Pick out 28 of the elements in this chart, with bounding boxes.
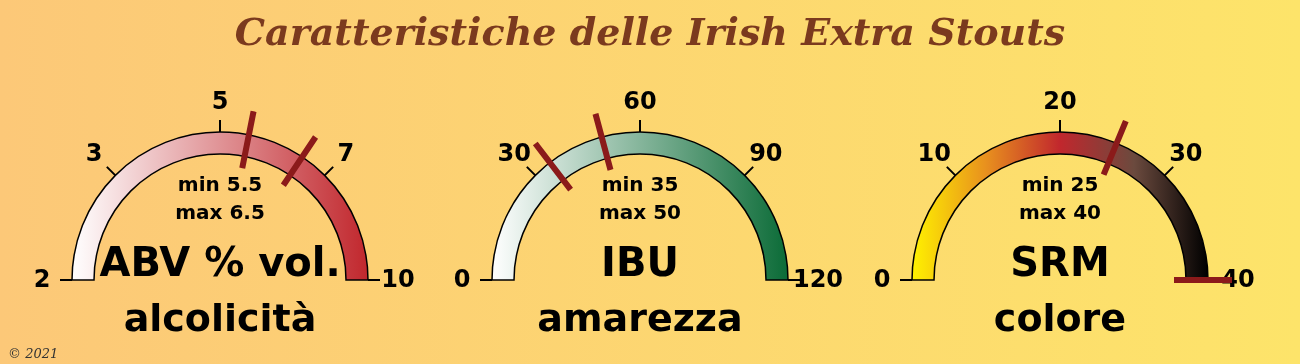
- data-label: max 40: [1018, 200, 1102, 224]
- text: 3: [85, 139, 103, 168]
- data-label: min 25: [1021, 172, 1099, 196]
- text: 7: [337, 139, 355, 168]
- text: Caratteristiche delle Irish Extra Stouts: [234, 9, 1066, 54]
- text: 0: [873, 265, 891, 293]
- data-label: max 6.5: [175, 200, 265, 224]
- text: 5: [211, 87, 229, 115]
- text: © 2021: [8, 346, 59, 361]
- text: 120: [792, 265, 844, 293]
- text: 30: [497, 139, 531, 168]
- text: 90: [749, 139, 783, 168]
- text: SRM: [1010, 239, 1110, 285]
- text: ABV % vol.: [99, 239, 341, 285]
- text: alcolicità: [123, 296, 317, 340]
- text: 10: [917, 139, 951, 168]
- text: 0: [453, 265, 471, 293]
- text: 30: [1169, 139, 1203, 168]
- data-label: min 5.5: [177, 172, 263, 196]
- text: 60: [623, 87, 657, 115]
- data-label: min 35: [601, 172, 679, 196]
- text: amarezza: [537, 296, 743, 340]
- text: colore: [993, 296, 1127, 340]
- text: 10: [381, 265, 415, 293]
- data-label: max 50: [598, 200, 682, 224]
- text: IBU: [601, 239, 679, 285]
- text: 20: [1043, 87, 1077, 115]
- text: 2: [33, 265, 51, 293]
